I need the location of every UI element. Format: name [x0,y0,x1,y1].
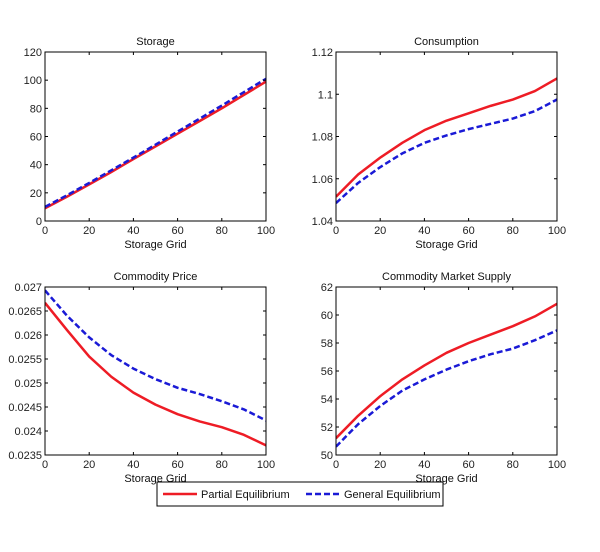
x-tick-label: 100 [548,459,566,471]
y-tick-label: 1.12 [312,47,333,59]
y-tick-label: 40 [30,160,42,172]
legend: Partial Equilibrium General Equilibrium [156,481,444,507]
series-line-general-equilibrium [45,289,267,422]
y-tick-label: 80 [30,103,42,115]
y-tick-label: 0 [36,216,42,228]
y-tick-label: 60 [30,132,42,144]
x-tick-label: 40 [418,459,430,471]
x-tick-label: 0 [333,459,339,471]
x-tick-label: 20 [374,459,386,471]
series-line-partial-equilibrium [45,302,267,447]
plot-area [45,52,266,221]
subplot-consumption: 0 20 40 60 80 100 1.04 1.06 1.08 1.1 1.12 Consumpti… [312,36,567,251]
x-tick-label: 60 [462,459,474,471]
x-tick-label: 80 [507,225,519,237]
series-line-partial-equilibrium [336,302,558,440]
y-tick-label: 0.024 [14,426,42,438]
x-tick-label: 20 [83,225,95,237]
legend-label-partial-equilibrium: Partial Equilibrium [201,489,290,501]
x-tick-label: 80 [216,225,228,237]
plot-area [45,287,266,455]
y-tick-label: 0.0245 [8,402,42,414]
y-tick-label: 120 [24,47,42,59]
legend-label-general-equilibrium: General Equilibrium [344,489,441,501]
y-tick-label: 58 [321,338,333,350]
subplot-commodity-price: 0 20 40 60 80 100 0.0235 0.024 0.0245 0.025 0.0255… [8,271,275,485]
series-line-general-equilibrium [336,98,558,204]
x-tick-label: 0 [42,225,48,237]
x-tick-label: 60 [171,459,183,471]
x-tick-label: 40 [127,225,139,237]
x-tick-label: 60 [171,225,183,237]
x-tick-label: 60 [462,225,474,237]
x-tick-label: 100 [257,225,275,237]
subplot-title: Commodity Price [114,271,198,283]
x-axis-label: Storage Grid [415,239,477,251]
x-tick-label: 40 [127,459,139,471]
x-tick-label: 20 [83,459,95,471]
axes-frame [44,286,267,456]
y-tick-label: 50 [321,450,333,462]
legend-box [156,481,444,507]
series-line-partial-equilibrium [336,77,558,198]
y-tick-label: 0.027 [14,282,42,294]
subplot-title: Storage [136,36,175,48]
y-tick-label: 56 [321,366,333,378]
y-tick-label: 20 [30,188,42,200]
x-tick-label: 0 [42,459,48,471]
y-tick-label: 54 [321,394,333,406]
x-tick-label: 100 [257,459,275,471]
y-tick-label: 100 [24,75,42,87]
x-tick-label: 20 [374,225,386,237]
plot-area [336,287,557,455]
y-tick-label: 1.1 [318,89,333,101]
series-line-general-equilibrium [336,329,558,448]
subplot-commodity-market-supply: 0 20 40 60 80 100 50 52 54 56 58 60 62 Commodity Mark… [321,271,566,485]
x-tick-label: 0 [333,225,339,237]
y-tick-label: 1.08 [312,132,333,144]
y-tick-label: 1.04 [312,216,333,228]
y-tick-label: 60 [321,310,333,322]
x-axis-label: Storage Grid [124,239,186,251]
subplot-title: Consumption [414,36,479,48]
y-tick-label: 1.06 [312,174,333,186]
y-tick-label: 0.025 [14,378,42,390]
x-tick-label: 80 [216,459,228,471]
y-tick-label: 52 [321,422,333,434]
y-tick-label: 62 [321,282,333,294]
y-tick-label: 0.026 [14,330,42,342]
x-tick-label: 40 [418,225,430,237]
y-tick-label: 0.0265 [8,306,42,318]
series-line-general-equilibrium [45,77,267,209]
x-tick-label: 80 [507,459,519,471]
y-tick-label: 0.0235 [8,450,42,462]
subplot-storage: 0 20 40 60 80 100 0 20 40 60 80 100 120 Storage Storag… [24,36,276,251]
x-tick-label: 100 [548,225,566,237]
subplot-title: Commodity Market Supply [382,271,511,283]
y-tick-label: 0.0255 [8,354,42,366]
